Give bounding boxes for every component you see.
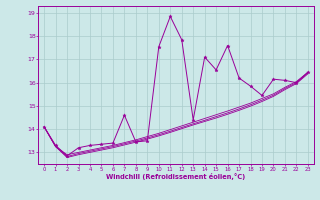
X-axis label: Windchill (Refroidissement éolien,°C): Windchill (Refroidissement éolien,°C)	[106, 173, 246, 180]
